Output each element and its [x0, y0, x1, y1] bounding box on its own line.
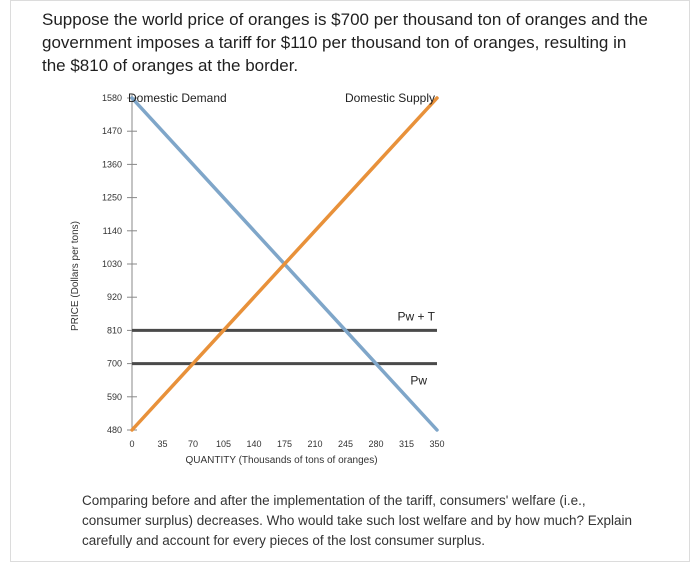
- x-tick-label: 315: [399, 439, 414, 449]
- footer-question: Comparing before and after the implement…: [82, 493, 633, 548]
- supply-curve: [130, 96, 439, 432]
- x-tick-label: 175: [277, 439, 292, 449]
- supply-label: Domestic Supply: [345, 91, 435, 105]
- supply-demand-chart: 480590700810920103011401250136014701580 …: [70, 91, 445, 466]
- y-tick-label: 1470: [102, 126, 122, 136]
- x-tick-label: 35: [157, 439, 167, 449]
- y-tick-label: 920: [107, 292, 122, 302]
- pw-label: Pw: [410, 374, 427, 388]
- x-tick-label: 280: [368, 439, 383, 449]
- screenshot-frame: [10, 0, 690, 562]
- question-text: Suppose the world price of oranges is $7…: [42, 10, 648, 75]
- y-tick-label: 1250: [102, 193, 122, 203]
- y-tick-label: 590: [107, 392, 122, 402]
- y-tick-label: 810: [107, 325, 122, 335]
- y-ticks: 480 590 700 810 920 1030 1140 1250 1360 1470 1580: [102, 93, 137, 435]
- y-tick-label: 480: [107, 425, 122, 435]
- x-tick-label: 0: [129, 439, 134, 449]
- y-tick-label: 1140: [103, 226, 122, 236]
- demand-label: Domestic Demand: [128, 91, 227, 105]
- pw-plus-t-label: Pw + T: [398, 309, 436, 323]
- x-tick-label: 70: [188, 439, 198, 449]
- x-tick-label: 245: [338, 439, 353, 449]
- chart-lines: [130, 96, 439, 432]
- y-tick-label: 700: [107, 359, 122, 369]
- y-tick-label: 1580: [102, 93, 122, 103]
- x-tick-label: 105: [216, 439, 231, 449]
- y-tick-label: 1360: [102, 159, 122, 169]
- y-tick-label: 1030: [102, 259, 122, 269]
- y-axis-label: PRICE (Dollars per tons): [70, 221, 81, 331]
- x-ticks: 0 35 70 105 140 175 210 245 280 315 350: [129, 439, 444, 449]
- x-tick-label: 210: [307, 439, 322, 449]
- x-tick-label: 140: [246, 439, 261, 449]
- x-tick-label: 350: [429, 439, 444, 449]
- x-axis-label: QUANTITY (Thousands of tons of oranges): [185, 455, 377, 466]
